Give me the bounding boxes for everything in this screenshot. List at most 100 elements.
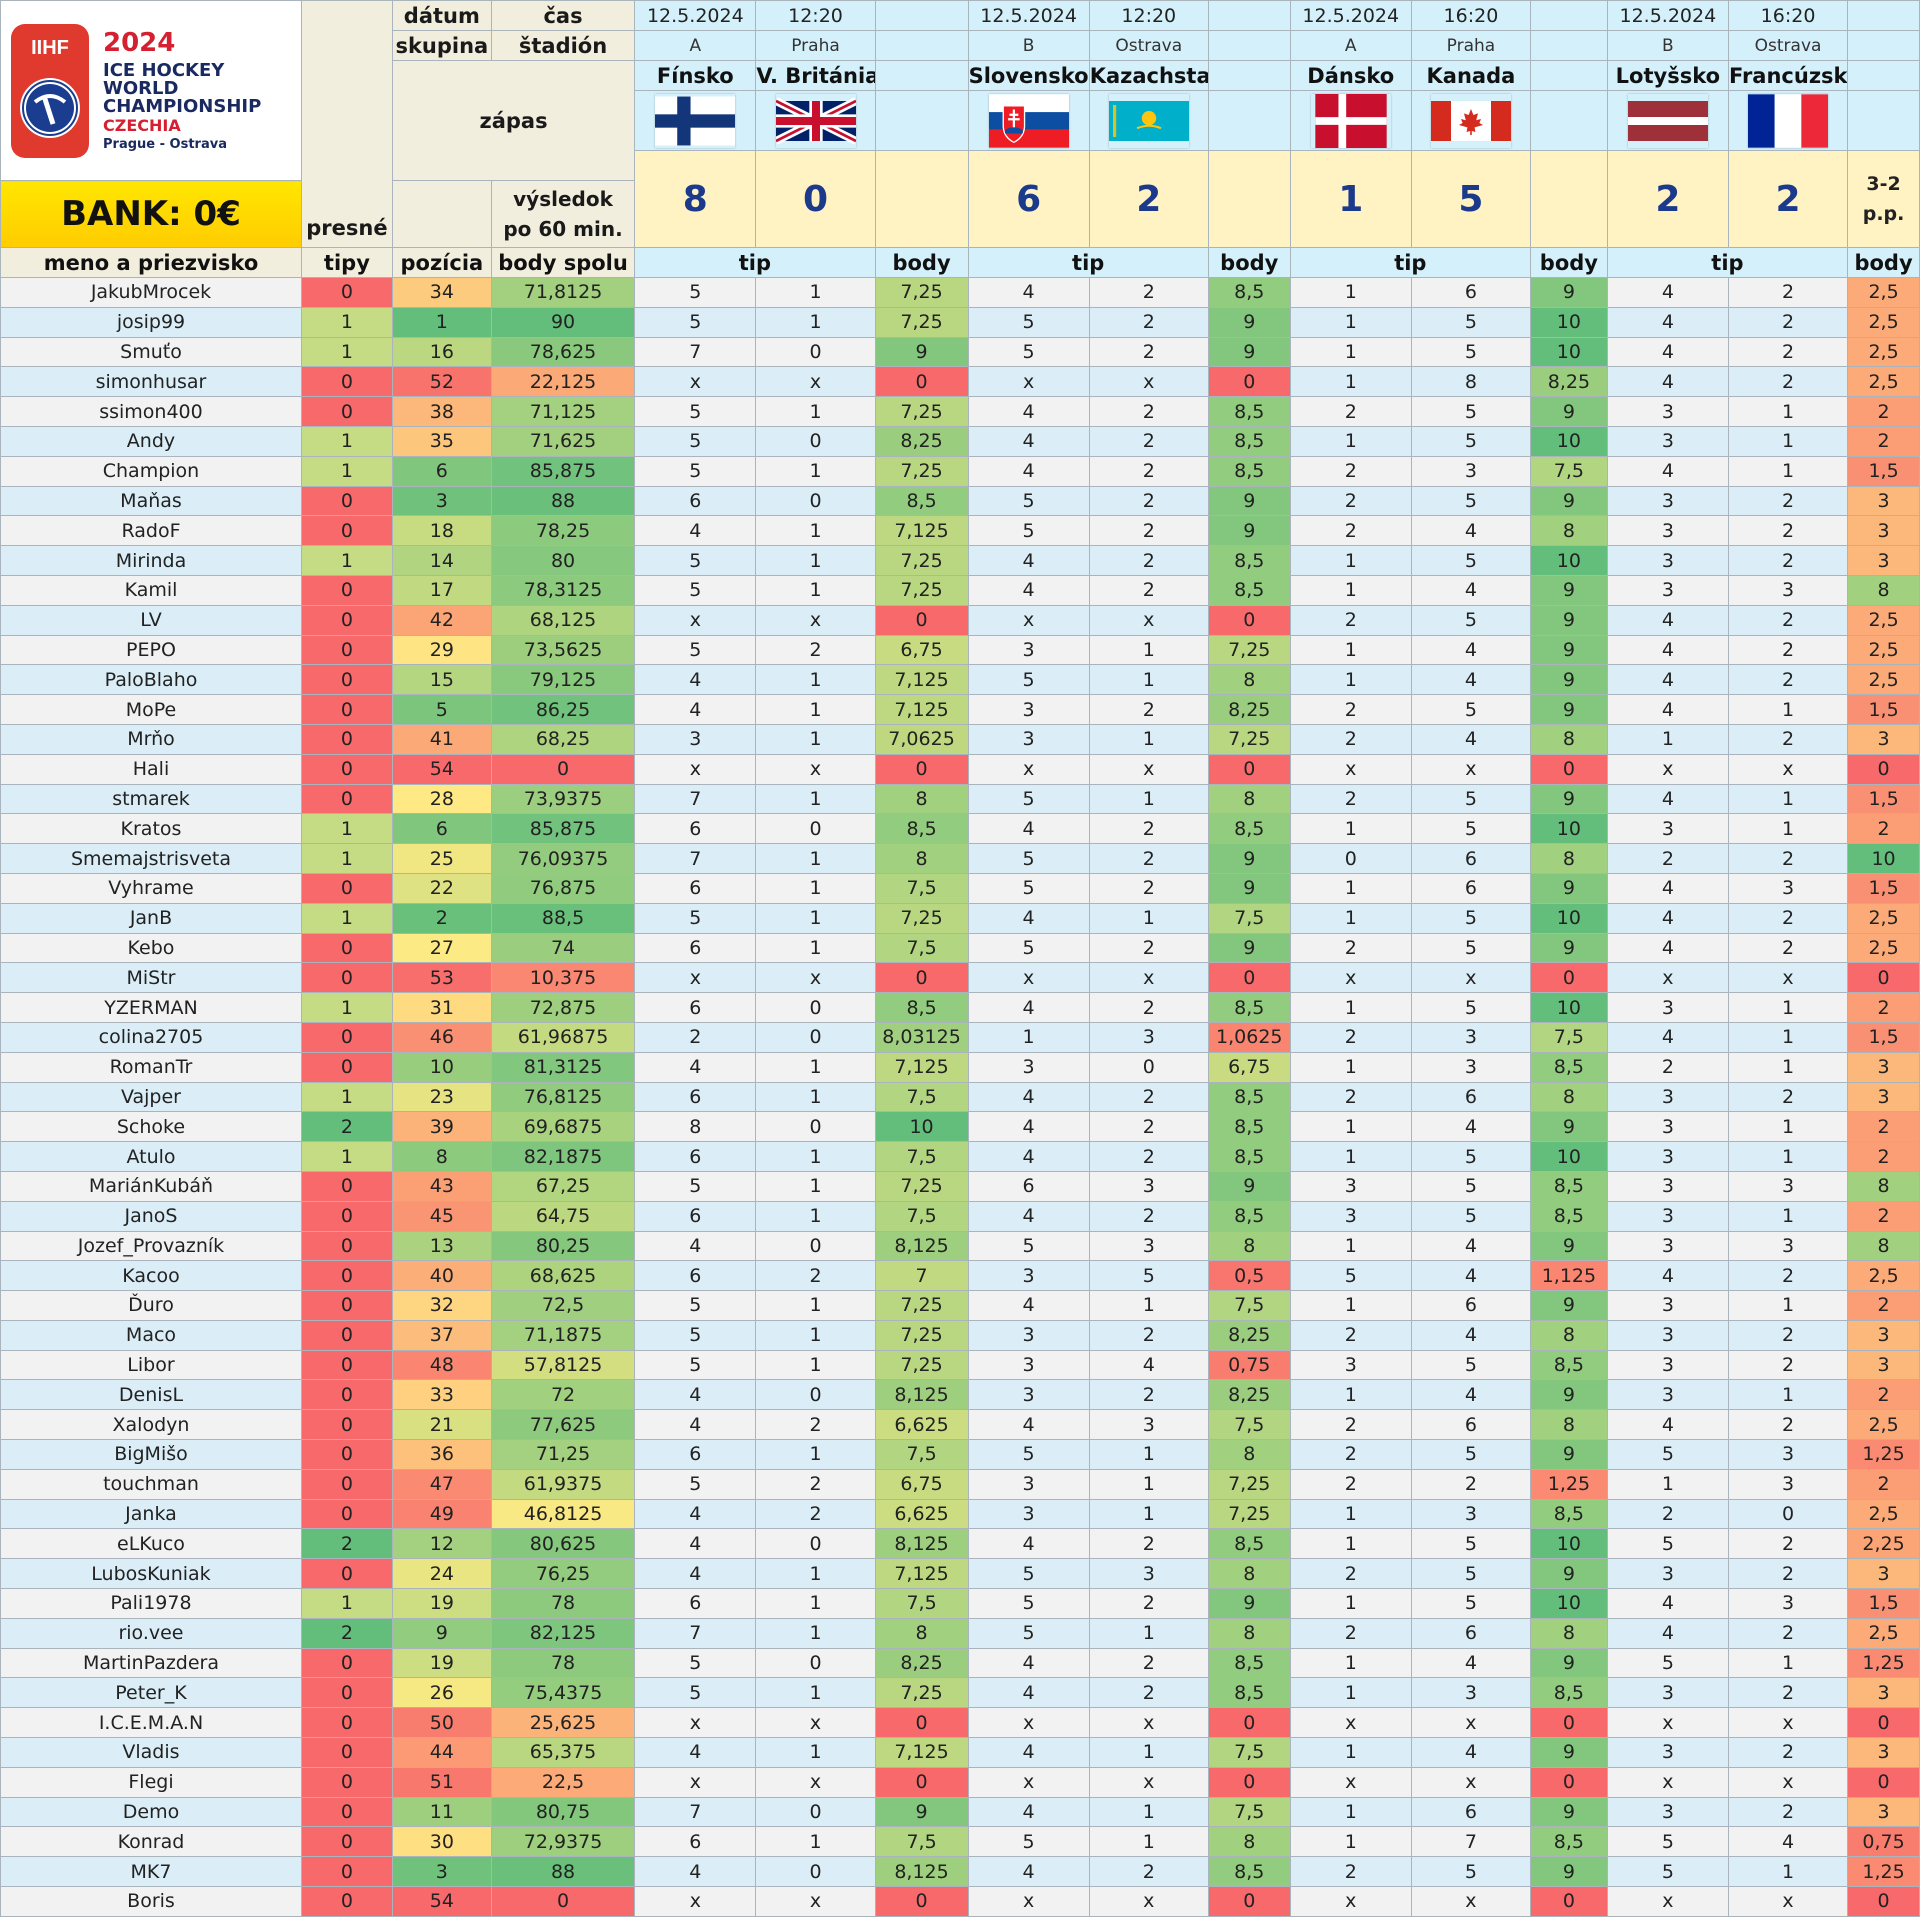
player-name: Janka — [0, 1498, 302, 1530]
position: 18 — [391, 515, 492, 547]
match-4-points: 2 — [1847, 1200, 1920, 1232]
match-4-away-tip: 1 — [1727, 813, 1849, 845]
match-2-home-tip: 3 — [967, 1498, 1090, 1530]
match-1-away-tip: x — [755, 962, 876, 994]
match-4-home-tip: 4 — [1606, 604, 1729, 636]
match-1-away-tip: 1 — [755, 545, 876, 576]
match-2-points: 8,5 — [1207, 1081, 1291, 1113]
position: 3 — [391, 1856, 492, 1888]
match-2-tip-header: tip — [967, 247, 1209, 278]
match-1-points: 7,125 — [874, 1737, 969, 1768]
exact-tips: 0 — [300, 1886, 393, 1917]
match-2-home-tip: x — [967, 1886, 1090, 1917]
match-2-points: 8,5 — [1207, 574, 1291, 606]
match-2-points: 8 — [1207, 1617, 1291, 1649]
match-1-away-tip: 2 — [755, 1260, 876, 1292]
match-1-home-tip: 5 — [634, 306, 757, 338]
player-name: BigMišo — [0, 1439, 302, 1470]
match-4-points: 1,5 — [1847, 1588, 1920, 1619]
match-3-home-tip: x — [1289, 753, 1412, 785]
match-3-away-tip: 3 — [1410, 1051, 1532, 1083]
position: 26 — [391, 1677, 492, 1709]
match-4-points: 2,5 — [1847, 1498, 1920, 1530]
match-1-score-spacer — [874, 150, 969, 248]
position: 28 — [391, 783, 492, 815]
position: 39 — [391, 1111, 492, 1143]
exact-tips: 1 — [300, 1081, 393, 1113]
match-4-note: 3-2 p.p. — [1862, 173, 1905, 225]
match-1-home-tip: 5 — [634, 1170, 757, 1202]
player-name: YZERMAN — [0, 992, 302, 1023]
exact-tips: 0 — [300, 1021, 393, 1053]
match-3-points: 9 — [1530, 694, 1608, 725]
table-row: simonhusar 0 52 22,125 x x 0 x x 0 1 8 8,25 4 2 2,5 — [0, 366, 1920, 398]
match-3-home-tip: 1 — [1289, 664, 1412, 696]
match-1-away-tip: x — [755, 1707, 876, 1739]
match-1-away-tip: 0 — [755, 485, 876, 517]
match-2-home-tip: x — [967, 753, 1090, 785]
exact-tips: 0 — [300, 1290, 393, 1321]
match-4-home-tip: 4 — [1606, 634, 1729, 666]
match-1-away-tip: 0 — [755, 1528, 876, 1560]
match-3-points: 9 — [1530, 277, 1608, 308]
match-1-home-tip: 6 — [634, 992, 757, 1023]
total-points: 65,375 — [490, 1737, 636, 1768]
exact-tips: 0 — [300, 1319, 393, 1351]
match-4-home-tip: 3 — [1606, 515, 1729, 547]
match-3-away-tip: 4 — [1410, 1230, 1532, 1262]
match-2-away-tip: 3 — [1088, 1021, 1209, 1053]
svg-text:IIHF: IIHF — [31, 37, 69, 59]
position: 30 — [391, 1826, 492, 1858]
exact-tips: 0 — [300, 932, 393, 964]
match-3-home-tip: 1 — [1289, 1826, 1412, 1858]
match-1-points: 7,25 — [874, 1349, 969, 1381]
match-2-home-tip: 3 — [967, 1349, 1090, 1381]
match-3-points: 9 — [1530, 932, 1608, 964]
match-3-points: 8,5 — [1530, 1170, 1608, 1202]
exact-tips: 0 — [300, 1558, 393, 1590]
match-1-away-tip: 1 — [755, 1200, 876, 1232]
match-3-away-tip: 6 — [1410, 843, 1532, 874]
match-2-away-tip: 2 — [1088, 425, 1209, 457]
match-2-away-tip: x — [1088, 1886, 1209, 1917]
match-4-home-tip: 3 — [1606, 1111, 1729, 1143]
match-4-home-tip: 3 — [1606, 992, 1729, 1023]
position: 19 — [391, 1647, 492, 1679]
match-3-home-tip: 2 — [1289, 1617, 1412, 1649]
match-4-home-tip: 3 — [1606, 813, 1729, 845]
match-1-away-tip: 1 — [755, 1617, 876, 1649]
header-body-spolu: body spolu — [490, 247, 636, 278]
table-row: I.C.E.M.A.N 0 50 25,625 x x 0 x x 0 x x 0 x x 0 — [0, 1707, 1920, 1739]
match-3-points: 8,5 — [1530, 1498, 1608, 1530]
match-2-home-tip: 5 — [967, 1588, 1090, 1619]
match-2-away-tip: 2 — [1088, 1647, 1209, 1679]
match-2-home-tip: 4 — [967, 396, 1090, 427]
match-1-away-tip: 1 — [755, 455, 876, 487]
match-2-home-tip: 4 — [967, 1677, 1090, 1709]
match-3-away-tip: 4 — [1410, 515, 1532, 547]
match-2-home-tip: 4 — [967, 1528, 1090, 1560]
match-1-home-tip: 4 — [634, 1528, 757, 1560]
match-3-home-tip: 1 — [1289, 1230, 1412, 1262]
match-4-points: 8 — [1847, 1230, 1920, 1262]
match-2-points: 8 — [1207, 1558, 1291, 1590]
match-3-points: 8,5 — [1530, 1200, 1608, 1232]
match-2-away-tip: 1 — [1088, 1826, 1209, 1858]
player-name: Xalodyn — [0, 1409, 302, 1441]
match-4-away-tip: 3 — [1727, 1439, 1849, 1470]
match-2-time: 12:20 — [1088, 0, 1209, 31]
exact-tips: 0 — [300, 1260, 393, 1292]
match-3-away-tip: 5 — [1410, 1856, 1532, 1888]
total-points: 71,8125 — [490, 277, 636, 308]
match-3-points: 8,25 — [1530, 366, 1608, 398]
match-1-away-tip: 0 — [755, 992, 876, 1023]
match-3-away-tip: 4 — [1410, 1319, 1532, 1351]
table-row: PEPO 0 29 73,5625 5 2 6,75 3 1 7,25 1 4 9 4 2 2,5 — [0, 634, 1920, 666]
match-2-points: 7,25 — [1207, 1468, 1291, 1500]
match-4-away-tip: 2 — [1727, 932, 1849, 964]
match-1-home-tip: 5 — [634, 902, 757, 934]
match-1-home-tip: 5 — [634, 455, 757, 487]
table-row: MoPe 0 5 86,25 4 1 7,125 3 2 8,25 2 5 9 4 1 1,5 — [0, 694, 1920, 725]
match-3-home-tip: 2 — [1289, 396, 1412, 427]
match-1-home-tip: 6 — [634, 813, 757, 845]
